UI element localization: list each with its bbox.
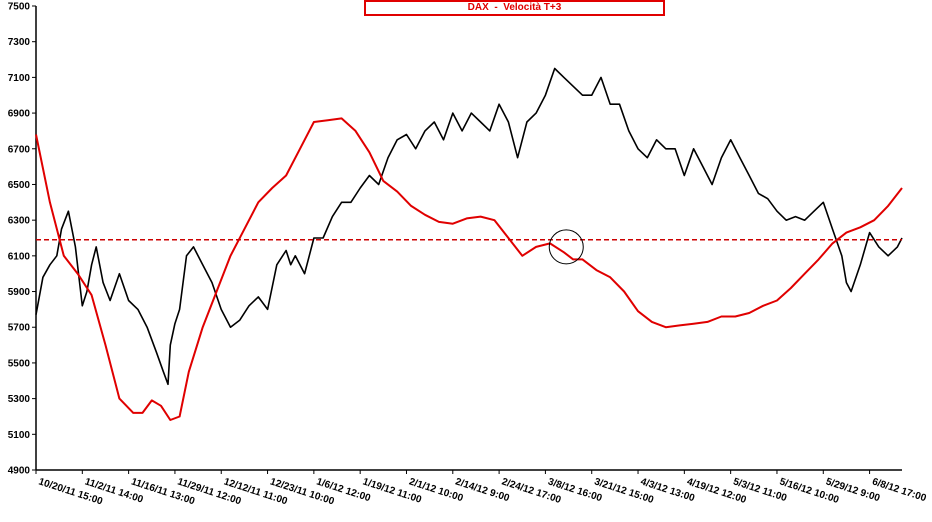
y-tick-label: 6900 — [8, 109, 31, 120]
y-tick-label: 5700 — [8, 323, 31, 334]
y-tick-label: 7500 — [8, 2, 31, 13]
highlight-circle — [548, 229, 584, 265]
series-line-price — [35, 67, 903, 386]
x-tick-label: 6/8/12 17:00 — [871, 476, 928, 504]
y-tick-label: 6500 — [8, 180, 31, 191]
y-tick-label: 6100 — [8, 251, 31, 262]
y-tick-label: 6700 — [8, 144, 31, 155]
reference-layer — [36, 229, 902, 265]
y-axis-ticks: 4900 5100 5300 5500 5700 5900 6100 6300 6500 6700… — [8, 2, 36, 477]
series-line-velocity — [35, 117, 903, 421]
y-tick-label: 6300 — [8, 216, 31, 227]
chart-title: DAX - Velocità T+3 — [364, 0, 665, 16]
y-tick-label: 5900 — [8, 287, 31, 298]
axes — [35, 6, 902, 471]
y-tick-label: 5100 — [8, 430, 31, 441]
series-layer — [35, 67, 903, 421]
y-tick-label: 4900 — [8, 466, 31, 477]
y-tick-label: 5300 — [8, 394, 31, 405]
y-tick-label: 5500 — [8, 358, 31, 369]
y-tick-label: 7300 — [8, 37, 31, 48]
y-tick-label: 7100 — [8, 73, 31, 84]
